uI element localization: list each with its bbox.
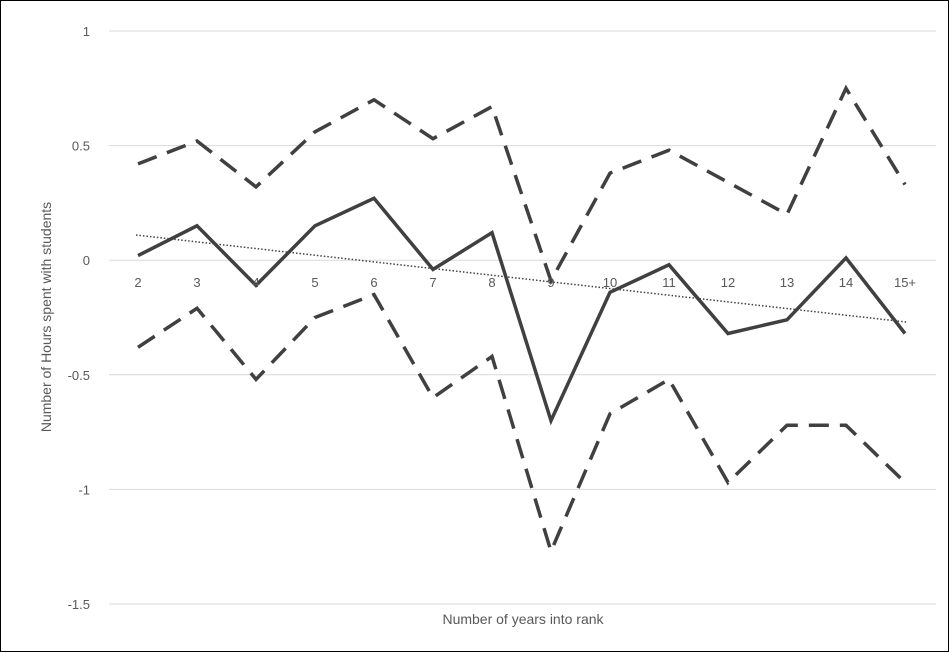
series-line-solid xyxy=(137,196,907,426)
x-tick-labels: 2 3 4 5 6 7 8 9 10 11 12 13 14 15+ xyxy=(134,275,916,290)
x-tick-label: 7 xyxy=(429,275,436,290)
x-tick-label: 8 xyxy=(488,275,495,290)
x-tick-label: 13 xyxy=(780,275,794,290)
x-tick-label: 14 xyxy=(839,275,853,290)
x-tick-label: 12 xyxy=(721,275,735,290)
x-tick-label: 11 xyxy=(662,275,676,290)
x-tick-label: 3 xyxy=(193,275,200,290)
series-lines xyxy=(135,84,908,557)
series-line-dashed-upper xyxy=(137,84,907,286)
y-tick-label: 0.5 xyxy=(72,139,90,154)
x-tick-label: 15+ xyxy=(894,275,916,290)
y-tick-label: -1.5 xyxy=(68,597,90,612)
x-tick-label: 4 xyxy=(252,275,259,290)
x-tick-label: 5 xyxy=(311,275,318,290)
x-tick-label: 2 xyxy=(134,275,141,290)
x-tick-label: 9 xyxy=(547,275,554,290)
series-line-dashed-lower xyxy=(137,292,907,557)
x-axis-title: Number of years into rank xyxy=(442,611,604,627)
y-tick-label: -1 xyxy=(78,482,90,497)
gridlines xyxy=(109,30,936,605)
x-tick-label: 6 xyxy=(370,275,377,290)
y-tick-label: 1 xyxy=(83,24,90,39)
x-tick-label: 10 xyxy=(603,275,617,290)
y-tick-labels: 1 0.5 0 -0.5 -1 -1.5 xyxy=(68,24,90,612)
y-tick-label: 0 xyxy=(83,253,90,268)
y-tick-label: -0.5 xyxy=(68,368,90,383)
y-axis-title: Number of Hours spent with students xyxy=(38,202,54,432)
